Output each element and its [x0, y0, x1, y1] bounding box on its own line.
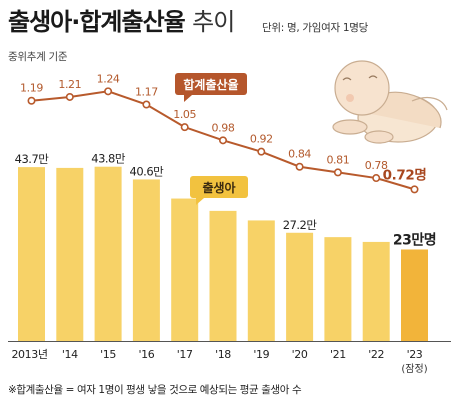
x-tick-label: '14	[62, 348, 78, 361]
bar-series-callout: 출생아	[190, 176, 248, 205]
bar	[362, 241, 390, 341]
line-value-label: 0.92	[250, 133, 273, 146]
x-axis: 2013년 '14 '15 '16 '17 '18 '19 '20 '21 '22 '23 (잠정)	[8, 341, 451, 375]
bar	[286, 232, 314, 341]
line-point	[295, 162, 304, 171]
x-tick-label: '22	[368, 348, 384, 361]
chart-title-sub: 추이	[192, 8, 235, 36]
bar	[94, 166, 122, 341]
line-value-label: 1.05	[173, 108, 196, 121]
line-series-callout: 합계출산율	[175, 73, 247, 102]
bar-value-label: 40.6만	[130, 164, 165, 178]
baby-illustration	[332, 60, 448, 144]
line-series-callout-label: 합계출산율	[183, 77, 238, 92]
line-point	[65, 92, 74, 101]
bar	[171, 198, 199, 341]
x-tick-label: '18	[215, 348, 231, 361]
line-point	[257, 147, 266, 156]
line-series: 1.19 1.21 1.24 1.17 1.05 0.98 0.92 0.84 0.81 0.78…	[20, 72, 427, 194]
bar-value-label: 43.8만	[91, 152, 126, 166]
chart-title-main: 출생아·합계출산율	[8, 8, 186, 36]
line-point	[219, 136, 228, 145]
bar	[209, 210, 237, 341]
line-value-label: 0.81	[326, 153, 349, 166]
bar-series-callout-label: 출생아	[202, 180, 235, 195]
x-tick-label: '20	[292, 348, 308, 361]
x-tick-label: '16	[138, 348, 154, 361]
bar-value-label: 43.7만	[15, 152, 50, 166]
line-value-label: 0.84	[288, 148, 311, 161]
bar-value-label: 27.2만	[283, 218, 318, 232]
bar	[56, 167, 84, 341]
x-tick-label: '21	[330, 348, 346, 361]
bar	[132, 179, 160, 341]
x-tick-note: (잠정)	[401, 363, 427, 375]
bar	[247, 220, 275, 341]
unit-note: 단위: 명, 가임여자 1명당	[262, 22, 369, 34]
line-point	[142, 100, 151, 109]
x-tick-label: '15	[100, 348, 116, 361]
x-tick-label: '19	[253, 348, 269, 361]
bar	[18, 167, 45, 341]
line-point	[104, 87, 113, 96]
x-tick-label: '23	[407, 348, 423, 361]
bar-series: 43.7만 43.8만 40.6만 27.2만 23만명	[15, 152, 437, 341]
x-tick-label: 2013년	[11, 348, 47, 361]
line-value-label: 0.98	[212, 121, 235, 134]
basis-note: 중위추계 기준	[8, 51, 68, 63]
x-tick-label: '17	[177, 348, 193, 361]
line-point	[410, 185, 419, 194]
line-value-label: 1.24	[97, 72, 120, 85]
line-value-label: 0.72명	[383, 166, 427, 183]
line-value-label: 1.19	[20, 82, 43, 95]
chart-title: 출생아·합계출산율 추이	[8, 4, 235, 40]
line-point	[27, 96, 36, 105]
line-value-label: 1.21	[58, 78, 81, 91]
line-point	[333, 168, 342, 177]
line-point	[372, 174, 381, 183]
line-value-label: 1.17	[135, 86, 158, 99]
bar-value-label: 23만명	[393, 231, 436, 248]
bar	[324, 237, 352, 341]
bar	[401, 249, 428, 341]
line-point	[180, 123, 189, 132]
line-value-label: 0.78	[365, 159, 388, 172]
footnote: ※합계출산율 = 여자 1명이 평생 낳을 것으로 예상되는 평균 출생아 수	[8, 384, 302, 396]
